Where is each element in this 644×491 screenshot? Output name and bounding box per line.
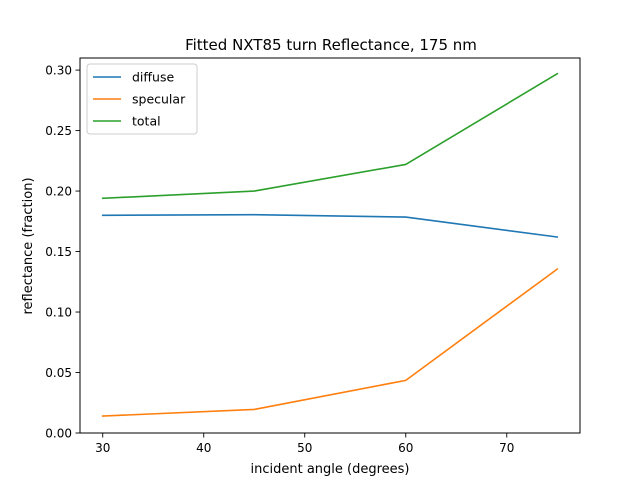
y-tick-label: 0.10: [45, 306, 72, 320]
chart-title: Fitted NXT85 turn Reflectance, 175 nm: [185, 36, 477, 54]
legend-label-diffuse: diffuse: [132, 70, 174, 85]
y-tick-label: 0.05: [45, 366, 72, 380]
x-tick-label: 30: [95, 441, 110, 455]
legend-label-total: total: [132, 114, 161, 129]
y-tick-label: 0.20: [45, 185, 72, 199]
y-tick-label: 0.25: [45, 124, 72, 138]
x-tick-label: 70: [499, 441, 514, 455]
x-tick-label: 50: [297, 441, 312, 455]
x-tick-label: 40: [196, 441, 211, 455]
x-tick-label: 60: [398, 441, 413, 455]
y-tick-label: 0.15: [45, 245, 72, 259]
y-axis-label: reflectance (fraction): [21, 177, 36, 314]
x-axis-label: incident angle (degrees): [250, 462, 409, 477]
legend-label-specular: specular: [132, 92, 186, 107]
legend: diffuse specular total: [87, 64, 197, 134]
y-tick-label: 0.30: [45, 64, 72, 78]
y-tick-label: 0.00: [45, 427, 72, 441]
